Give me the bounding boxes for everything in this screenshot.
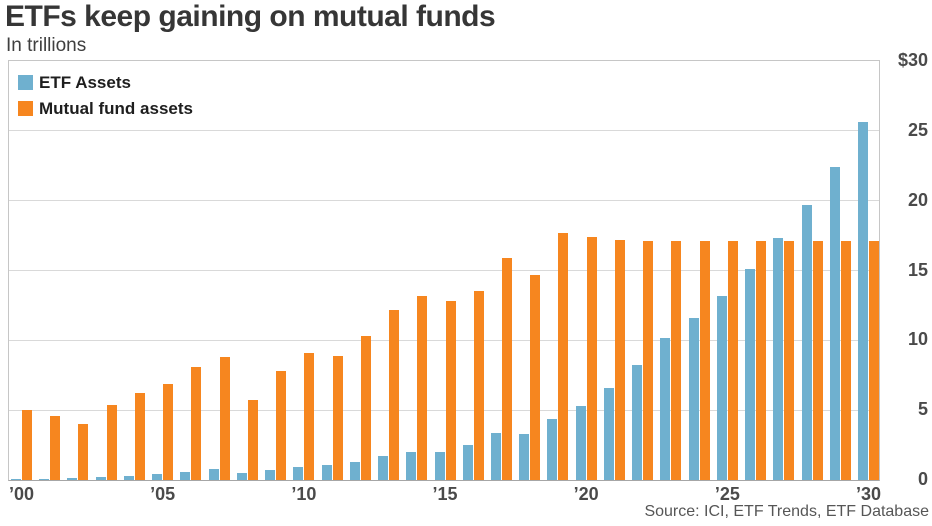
y-axis-tick-label: 10 <box>907 329 928 350</box>
etf-assets-bar <box>11 478 21 480</box>
x-axis-tick-label: ’20 <box>573 484 599 504</box>
mutual-fund-assets-bar <box>784 241 795 480</box>
etf-assets-bar <box>858 122 868 480</box>
gridline <box>9 409 879 411</box>
etf-assets-bar <box>293 466 304 480</box>
etf-assets-bar <box>519 433 530 480</box>
mutual-fund-assets-bar <box>727 241 738 480</box>
mutual-fund-assets-bar <box>643 241 654 480</box>
etf-assets-bar <box>349 461 360 480</box>
y-axis-labels: $30 25 20 15 10 5 0 <box>884 50 928 489</box>
gridline <box>9 200 879 202</box>
chart-subtitle: In trillions <box>6 35 87 56</box>
x-axis-labels: ’00 ’05 ’10 ’15 ’20 ’25 ’30 <box>8 483 881 505</box>
etf-assets-bar <box>688 318 699 480</box>
gridline <box>9 270 879 271</box>
mutual-fund-assets-bar <box>247 400 258 480</box>
mutual-fund-assets-bar <box>840 241 851 480</box>
etf-assets-bar <box>180 471 191 480</box>
mutual-fund-assets-bar <box>586 236 597 480</box>
mutual-fund-assets-bar <box>417 295 428 480</box>
legend-item-etf-assets: ETF Assets <box>18 74 193 91</box>
x-axis-tick-label: ’00 <box>8 484 35 504</box>
gridline <box>9 130 879 132</box>
etf-assets-bar <box>236 473 247 480</box>
source-note: Source: ICI, ETF Trends, ETF Database <box>644 503 929 520</box>
mutual-fund-assets-bar <box>812 241 823 480</box>
y-axis-tick-label: 25 <box>907 119 928 140</box>
mutual-fund-assets-bar <box>106 404 117 480</box>
etf-assets-bar <box>773 238 784 480</box>
mutual-fund-assets-bar <box>360 336 371 480</box>
y-axis-tick-label: 5 <box>917 399 928 420</box>
mutual-fund-assets-bar <box>276 371 287 480</box>
legend-label-mutual-fund-assets: Mutual fund assets <box>39 99 193 118</box>
etf-assets-bar <box>434 452 445 480</box>
etf-assets-bar <box>123 475 134 480</box>
mutual-fund-assets-bar <box>50 415 61 480</box>
legend-label-etf-assets: ETF Assets <box>39 73 131 92</box>
etf-assets-bar <box>547 418 558 480</box>
mutual-fund-assets-bar <box>191 366 202 480</box>
mutual-fund-assets-bar <box>614 239 625 480</box>
mutual-fund-assets-bar <box>530 274 541 480</box>
etf-assets-bar <box>829 167 840 480</box>
legend-item-mutual-fund-assets: Mutual fund assets <box>18 100 193 117</box>
x-axis-tick-label: ’30 <box>855 484 882 504</box>
chart-title: ETFs keep gaining on mutual funds <box>5 0 496 33</box>
mutual-fund-assets-bar <box>389 309 400 480</box>
x-axis-tick-label: ’10 <box>291 484 317 504</box>
y-axis-tick-label: 20 <box>907 189 928 210</box>
mutual-fund-assets-bar <box>332 355 343 480</box>
mutual-fund-assets-bar <box>163 383 174 480</box>
mutual-fund-assets-bar <box>671 241 682 480</box>
mutual-fund-assets-bar <box>699 241 710 480</box>
mutual-fund-assets-bar <box>22 410 32 480</box>
etf-assets-bar <box>39 478 50 480</box>
etf-assets-bar <box>490 432 501 480</box>
mutual-fund-assets-bar <box>78 424 89 480</box>
x-axis-tick-label: ’15 <box>432 484 458 504</box>
plot-area: ETF Assets Mutual fund assets <box>8 60 880 481</box>
mutual-fund-assets-swatch-icon <box>18 101 33 116</box>
mutual-fund-assets-bar <box>756 241 767 480</box>
y-axis-tick-label: 15 <box>907 259 928 280</box>
etf-assets-bar <box>632 365 643 480</box>
mutual-fund-assets-bar <box>445 301 456 480</box>
etf-assets-bar <box>660 337 671 480</box>
etf-assets-bar <box>462 445 473 480</box>
mutual-fund-assets-bar <box>134 393 145 480</box>
mutual-fund-assets-bar <box>558 232 569 480</box>
y-axis-tick-label: 0 <box>917 469 928 489</box>
etf-assets-bar <box>378 456 389 480</box>
etf-assets-bar <box>801 204 812 480</box>
gridline <box>9 339 879 341</box>
legend: ETF Assets Mutual fund assets <box>18 74 193 117</box>
mutual-fund-assets-bar <box>219 357 230 480</box>
mutual-fund-assets-bar <box>501 257 512 480</box>
etf-assets-swatch-icon <box>18 75 33 90</box>
etf-assets-bar <box>95 477 106 480</box>
mutual-fund-assets-bar <box>473 291 484 480</box>
y-axis-tick-label: $30 <box>897 50 928 70</box>
etf-assets-bar <box>321 465 332 480</box>
etf-assets-bar <box>745 269 756 480</box>
etf-assets-bar <box>603 387 614 480</box>
etf-assets-bar <box>208 468 219 480</box>
mutual-fund-assets-bar <box>869 241 879 480</box>
etf-assets-bar <box>406 452 417 480</box>
etf-assets-bar <box>716 295 727 480</box>
x-axis-tick-label: ’05 <box>150 484 176 504</box>
mutual-fund-assets-bar <box>304 352 315 480</box>
etf-assets-bar <box>265 470 276 480</box>
x-axis-tick-label: ’25 <box>714 484 740 504</box>
etf-assets-bar <box>152 473 163 480</box>
etf-assets-bar <box>67 477 78 480</box>
etf-assets-bar <box>575 405 586 480</box>
